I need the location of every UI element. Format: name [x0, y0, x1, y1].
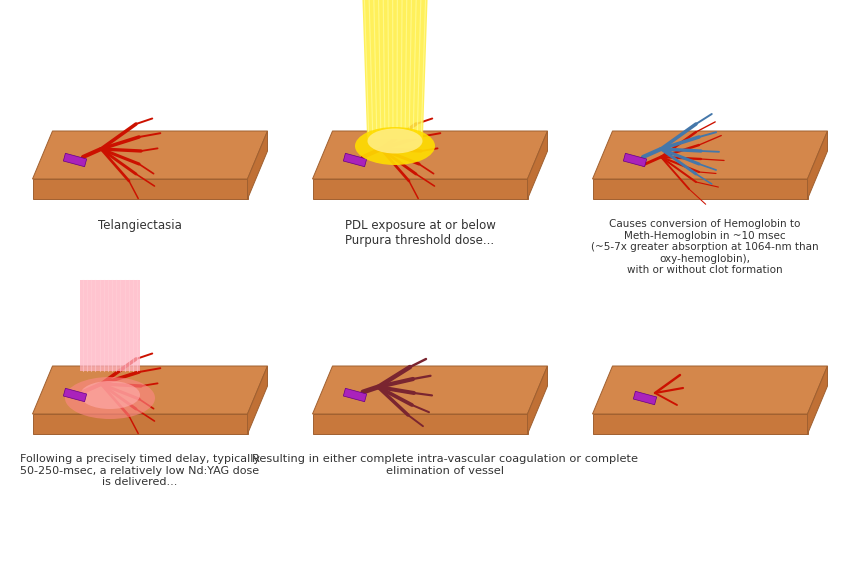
Polygon shape	[248, 131, 267, 199]
Text: PDL exposure at or below
Purpura threshold dose...: PDL exposure at or below Purpura thresho…	[344, 219, 495, 247]
Polygon shape	[362, 0, 427, 139]
Polygon shape	[64, 388, 86, 402]
Ellipse shape	[80, 381, 140, 409]
Polygon shape	[313, 414, 527, 434]
Ellipse shape	[355, 127, 435, 165]
Polygon shape	[313, 131, 548, 179]
Text: Causes conversion of Hemoglobin to
Meth-Hemoglobin in ~10 msec
(~5-7x greater ab: Causes conversion of Hemoglobin to Meth-…	[591, 219, 819, 275]
Text: Telangiectasia: Telangiectasia	[98, 219, 182, 232]
Polygon shape	[313, 179, 527, 199]
Polygon shape	[343, 153, 366, 167]
Polygon shape	[623, 153, 647, 167]
Ellipse shape	[65, 377, 155, 419]
Polygon shape	[32, 414, 248, 434]
Polygon shape	[633, 391, 656, 404]
Polygon shape	[80, 280, 140, 371]
Polygon shape	[527, 131, 548, 199]
Polygon shape	[32, 131, 267, 179]
Polygon shape	[64, 153, 86, 167]
Polygon shape	[593, 179, 807, 199]
Polygon shape	[343, 388, 366, 402]
Polygon shape	[248, 366, 267, 434]
Ellipse shape	[367, 128, 422, 154]
Polygon shape	[593, 366, 828, 414]
Polygon shape	[593, 414, 807, 434]
Polygon shape	[527, 366, 548, 434]
Text: Resulting in either complete intra-vascular coagulation or complete
elimination : Resulting in either complete intra-vascu…	[252, 454, 638, 476]
Polygon shape	[807, 366, 828, 434]
Text: Following a precisely timed delay, typically
50-250-msec, a relatively low Nd:YA: Following a precisely timed delay, typic…	[20, 454, 260, 487]
Polygon shape	[313, 366, 548, 414]
Polygon shape	[32, 179, 248, 199]
Polygon shape	[32, 366, 267, 414]
Polygon shape	[593, 131, 828, 179]
Polygon shape	[807, 131, 828, 199]
